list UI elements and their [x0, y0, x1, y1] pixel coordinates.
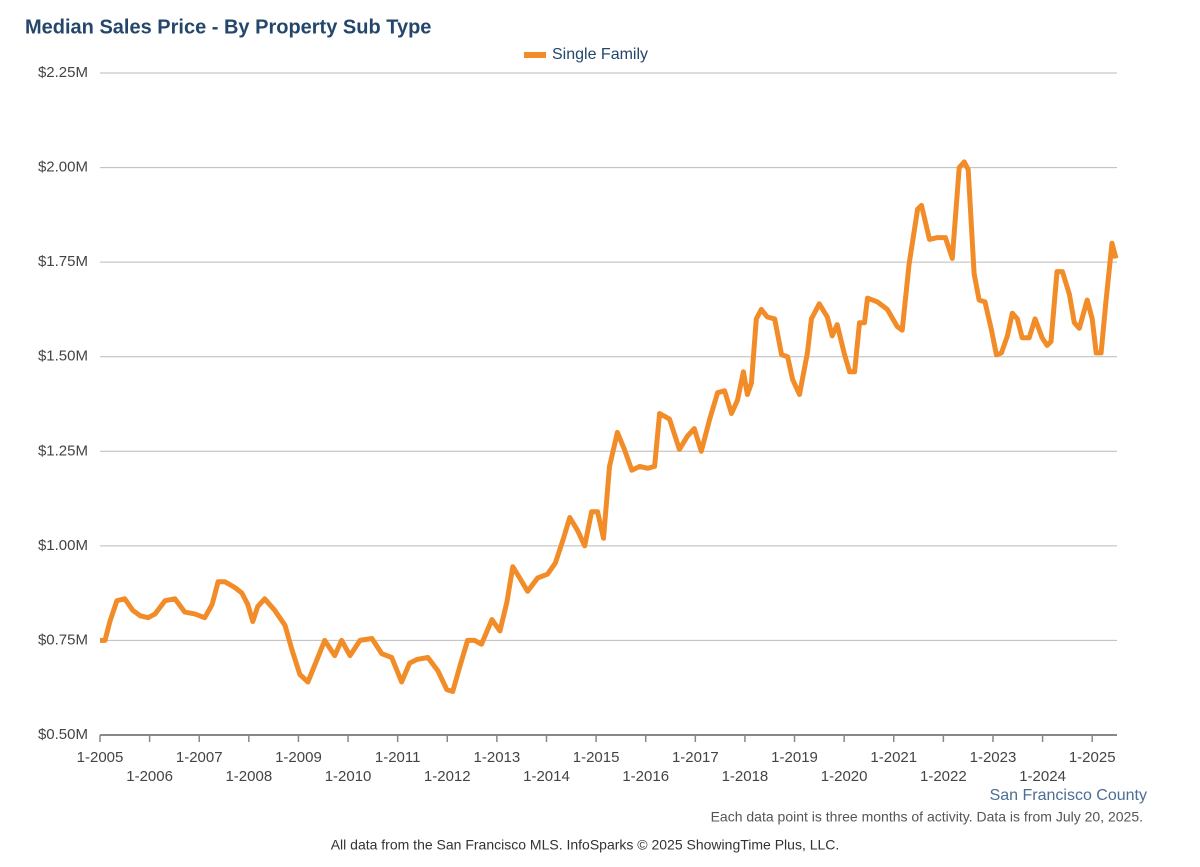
- x-tick-label: 1-2024: [1019, 768, 1066, 785]
- legend-label: Single Family: [552, 46, 648, 63]
- series-line: [100, 159, 1119, 694]
- source: All data from the San Francisco MLS. Inf…: [331, 837, 840, 853]
- y-tick-label: $2.00M: [38, 159, 88, 176]
- y-tick-label: $0.50M: [38, 726, 88, 743]
- x-tick-label: 1-2012: [424, 768, 471, 785]
- x-tick-label: 1-2013: [474, 749, 521, 766]
- chart-title: Median Sales Price - By Property Sub Typ…: [25, 16, 431, 38]
- x-tick-label: 1-2014: [523, 768, 570, 785]
- y-tick-label: $2.25M: [38, 64, 88, 81]
- x-tick-label: 1-2017: [672, 749, 719, 766]
- region: San Francisco County: [990, 787, 1147, 804]
- x-tick-label: 1-2016: [622, 768, 669, 785]
- x-tick-label: 1-2020: [821, 768, 868, 785]
- y-tick-label: $1.25M: [38, 442, 88, 459]
- x-tick-label: 1-2005: [77, 749, 124, 766]
- x-tick-label: 1-2008: [225, 768, 272, 785]
- x-tick-label: 1-2011: [375, 749, 421, 766]
- note: Each data point is three months of activ…: [711, 809, 1143, 825]
- x-tick-label: 1-2006: [126, 768, 173, 785]
- x-tick-label: 1-2023: [970, 749, 1017, 766]
- x-tick-label: 1-2019: [771, 749, 818, 766]
- x-tick-label: 1-2018: [722, 768, 769, 785]
- y-tick-label: $1.00M: [38, 537, 88, 554]
- x-tick-label: 1-2025: [1069, 749, 1116, 766]
- x-tick-label: 1-2015: [573, 749, 620, 766]
- x-tick-label: 1-2021: [870, 749, 917, 766]
- x-tick-label: 1-2022: [920, 768, 967, 785]
- x-tick-label: 1-2009: [275, 749, 322, 766]
- y-tick-label: $0.75M: [38, 631, 88, 648]
- x-tick-label: 1-2007: [176, 749, 223, 766]
- y-tick-label: $1.75M: [38, 253, 88, 270]
- y-tick-label: $1.50M: [38, 348, 88, 365]
- x-tick-label: 1-2010: [325, 768, 372, 785]
